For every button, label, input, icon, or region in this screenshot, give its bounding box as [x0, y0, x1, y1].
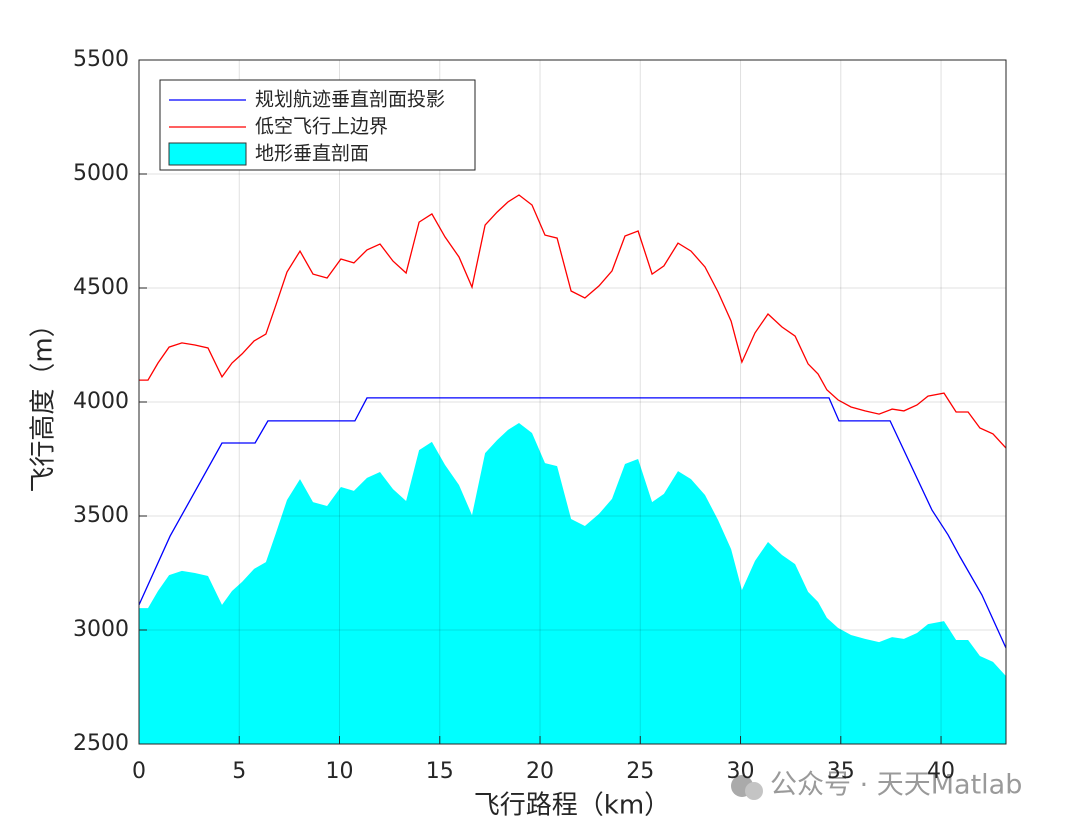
legend-label: 地形垂直剖面	[255, 143, 369, 165]
y-tick-label: 3500	[73, 503, 129, 528]
x-tick-label: 40	[927, 759, 955, 784]
x-tick-label: 20	[526, 759, 554, 784]
x-tick-label: 15	[426, 759, 454, 784]
line-series	[139, 194, 1007, 449]
y-tick-label: 4000	[73, 389, 129, 414]
legend-label: 低空飞行上边界	[255, 116, 388, 138]
legend-label: 规划航迹垂直剖面投影	[255, 89, 445, 111]
watermark: 公众号 · 天天Matlab	[770, 770, 1022, 801]
x-tick-label: 10	[326, 759, 354, 784]
watermark-icon	[731, 775, 763, 800]
y-axis-label: 飞行高度（m）	[29, 311, 59, 492]
x-axis-label: 飞行路程（km）	[474, 791, 670, 821]
terrain-area	[139, 423, 1006, 744]
x-tick-label: 30	[727, 759, 755, 784]
x-tick-label: 0	[132, 759, 146, 784]
y-tick-label: 3000	[73, 617, 129, 642]
x-tick-label: 25	[626, 759, 654, 784]
x-tick-label: 35	[827, 759, 855, 784]
line-series	[138, 397, 1007, 649]
y-tick-label: 4500	[73, 275, 129, 300]
x-tick-label: 5	[232, 759, 246, 784]
y-tick-label: 2500	[73, 731, 129, 756]
plot-frame	[138, 59, 1007, 745]
y-tick-label: 5500	[73, 47, 129, 72]
y-tick-label: 5000	[73, 161, 129, 186]
legend-swatch	[168, 142, 247, 166]
